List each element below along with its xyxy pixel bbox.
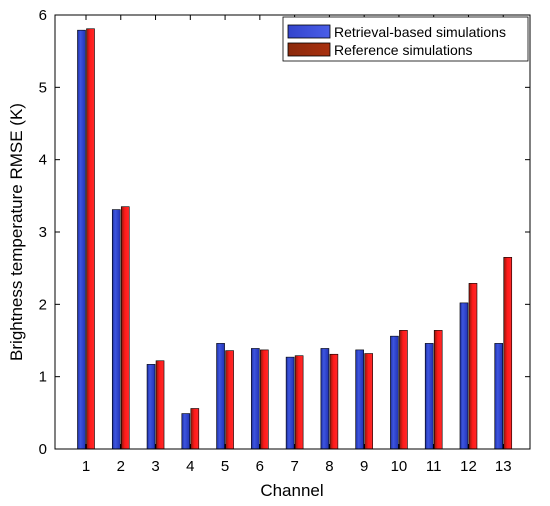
bar-retrieval-channel-13 [494, 343, 504, 450]
x-tick-label: 5 [221, 458, 229, 475]
bar-reference-channel-12 [468, 283, 478, 450]
bar-reference-channel-2 [120, 206, 130, 450]
legend: Retrieval-based simulations Reference si… [282, 16, 529, 62]
bar-retrieval-channel-2 [111, 209, 121, 450]
x-tick-label: 1 [82, 458, 90, 475]
x-tick-label: 10 [391, 458, 408, 475]
bar-retrieval-channel-4 [181, 413, 191, 450]
x-tick-label: 7 [290, 458, 298, 475]
y-axis: 0 1 2 3 4 5 6 [39, 7, 530, 458]
bar-reference-channel-11 [433, 330, 443, 450]
y-tick-label: 6 [39, 7, 47, 24]
bar-reference-channel-8 [329, 353, 339, 450]
bar-retrieval-channel-5 [216, 343, 225, 450]
bar-retrieval-channel-3 [146, 364, 156, 450]
bar-reference-channel-6 [260, 349, 269, 450]
y-tick-label: 4 [39, 152, 47, 169]
bar-retrieval-channel-10 [390, 335, 399, 450]
legend-swatch-reference [287, 42, 331, 57]
bar-reference-channel-10 [399, 330, 408, 450]
bar-reference-channel-5 [225, 350, 234, 450]
x-tick-label: 11 [426, 458, 442, 475]
bar-reference-channel-13 [503, 257, 513, 450]
legend-swatch-retrieval [287, 24, 331, 39]
bar-reference-channel-3 [155, 360, 165, 450]
bar-retrieval-channel-8 [320, 348, 330, 450]
y-axis-title: Brightness temperature RMSE (K) [7, 103, 26, 361]
y-tick-label: 3 [39, 224, 47, 241]
bar-retrieval-channel-9 [355, 349, 364, 450]
bar-retrieval-channel-7 [285, 356, 295, 450]
x-tick-label: 4 [186, 458, 194, 475]
bar-reference-channel-9 [364, 353, 373, 450]
bar-retrieval-channel-6 [251, 348, 260, 450]
bar-retrieval-channel-12 [459, 302, 469, 450]
x-axis-title: Channel [260, 481, 323, 500]
x-tick-label: 2 [117, 458, 125, 475]
x-tick-label: 3 [151, 458, 159, 475]
x-tick-label: 9 [360, 458, 368, 475]
legend-label-reference: Reference simulations [334, 42, 473, 58]
x-tick-label: 12 [460, 458, 477, 475]
bar-reference-channel-1 [86, 28, 95, 450]
y-tick-label: 2 [39, 296, 47, 313]
y-tick-label: 0 [39, 441, 47, 458]
legend-label-retrieval: Retrieval-based simulations [334, 24, 506, 40]
bar-retrieval-channel-11 [424, 343, 434, 450]
bar-reference-channel-4 [190, 408, 200, 450]
x-tick-label: 13 [495, 458, 512, 475]
x-tick-label: 6 [256, 458, 264, 475]
bar-reference-channel-7 [294, 355, 304, 450]
bar-retrieval-channel-1 [77, 29, 86, 450]
y-tick-label: 1 [39, 369, 47, 386]
y-tick-label: 5 [39, 79, 47, 96]
x-axis: 1 2 3 4 5 6 7 8 9 10 11 12 13 [82, 15, 512, 475]
x-tick-label: 8 [325, 458, 333, 475]
